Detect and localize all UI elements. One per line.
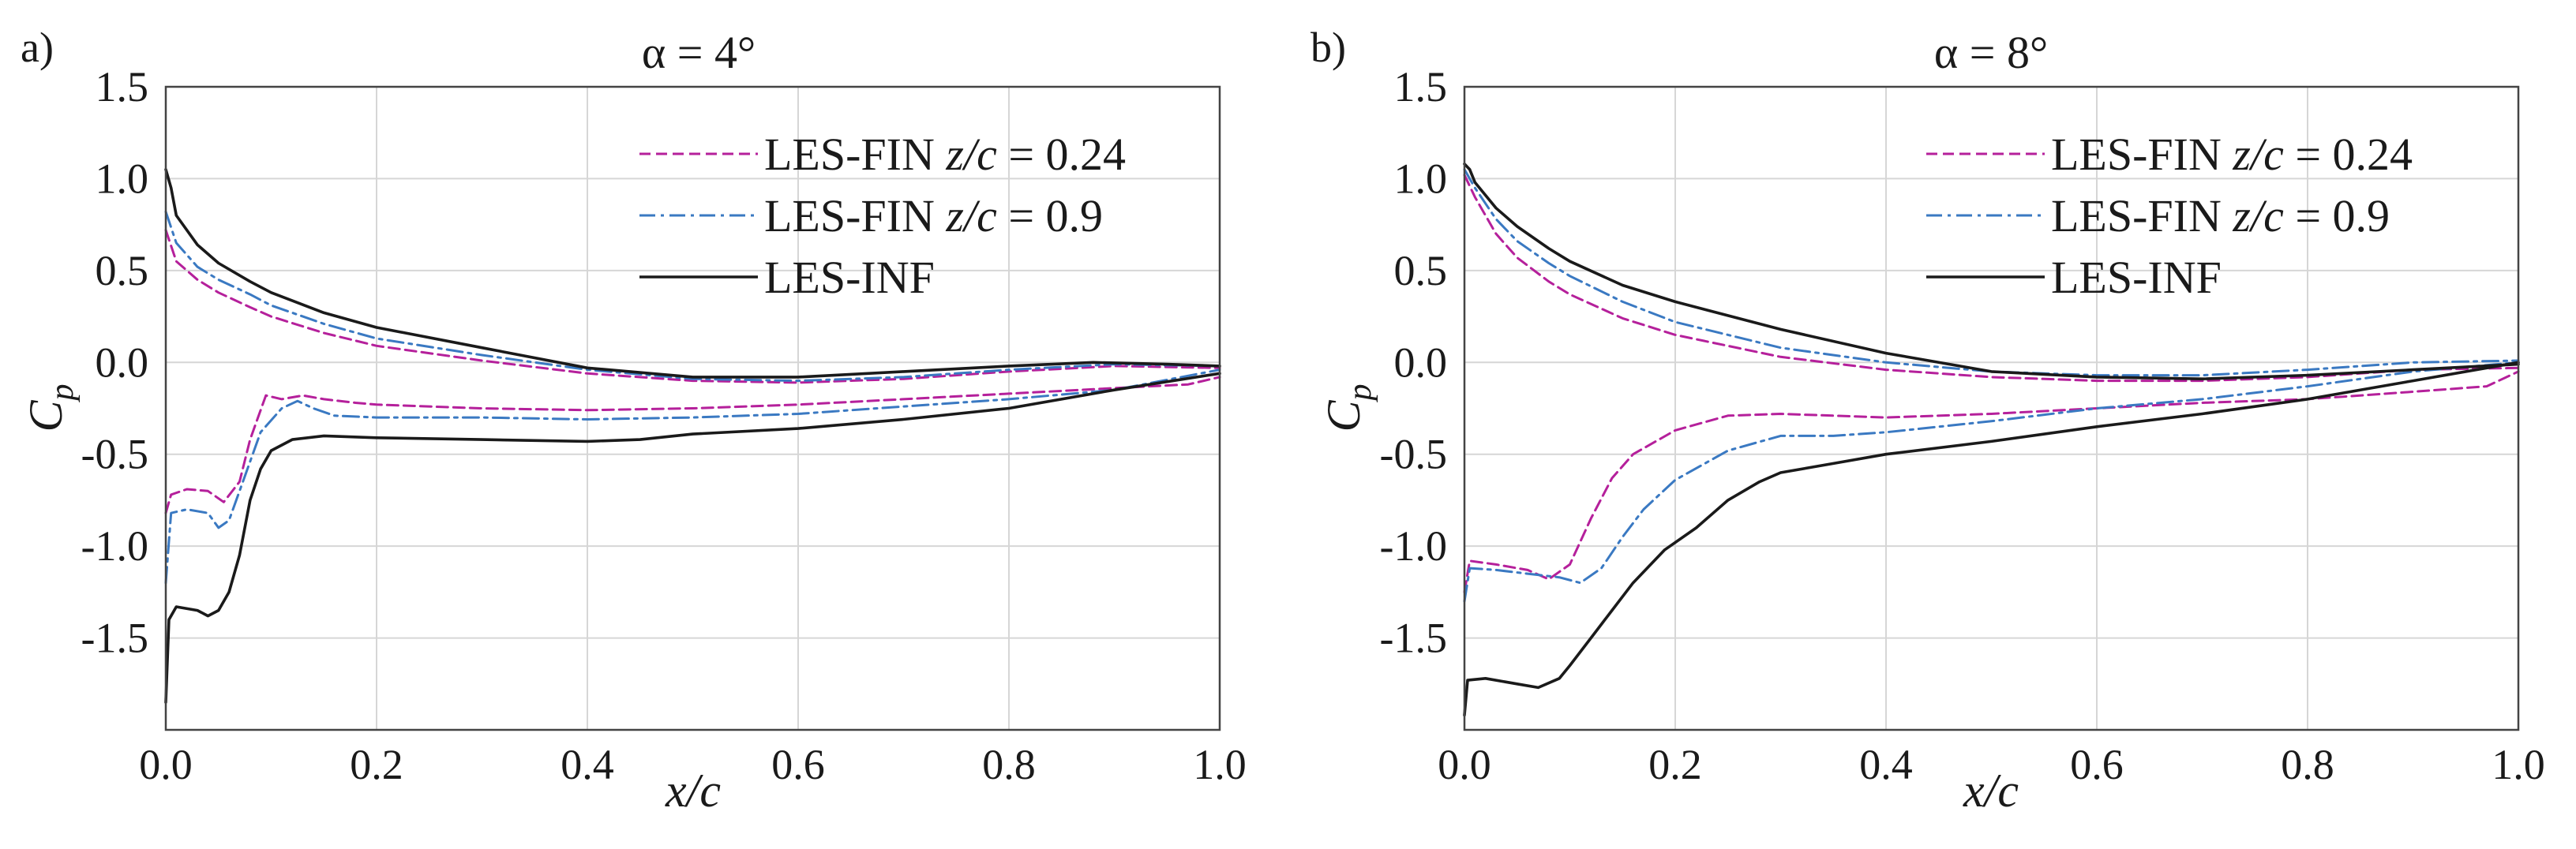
- chart-title: α = 8°: [1934, 27, 2048, 78]
- legend-label: LES-FIN z/c = 0.24: [2051, 129, 2413, 180]
- y-tick-label: 1.0: [1394, 155, 1448, 202]
- legend-label: LES-INF: [764, 252, 935, 303]
- legend-label: LES-INF: [2051, 252, 2222, 303]
- x-tick-label: 0.2: [1648, 741, 1702, 788]
- x-tick-label: 0.4: [561, 741, 614, 788]
- y-tick-label: -0.5: [1380, 431, 1447, 478]
- legend-label-part: = 0.9: [997, 190, 1103, 241]
- legend-label-part: LES-FIN: [2051, 129, 2233, 180]
- legend-label-part: LES-FIN: [764, 129, 946, 180]
- x-tick-label: 0.8: [982, 741, 1036, 788]
- panel-label: b): [1310, 24, 1346, 71]
- y-tick-label: 0.5: [96, 247, 149, 294]
- legend-label-part: z/c: [945, 129, 997, 180]
- legend-label-part: = 0.24: [997, 129, 1126, 180]
- y-axis-ticks: 1.5 1.0 0.5 0.0 -0.5 -1.0 -1.5: [81, 63, 148, 662]
- legend-label-part: LES-INF: [764, 252, 935, 303]
- x-tick-label: 1.0: [1193, 741, 1247, 788]
- series-line: [1463, 163, 2520, 380]
- y-axis-label-sub: p: [1342, 383, 1378, 402]
- legend-label: LES-FIN z/c = 0.9: [2051, 190, 2390, 241]
- y-tick-label: 0.0: [1394, 338, 1448, 386]
- y-axis-label-sub: p: [44, 383, 81, 402]
- legend-label-part: z/c: [2232, 129, 2284, 180]
- panel-label: a): [21, 24, 54, 71]
- series-line: [1463, 168, 2520, 377]
- x-axis-label: x/c: [665, 765, 721, 817]
- series-line: [164, 229, 1221, 384]
- series-line: [164, 168, 1221, 379]
- legend-label-part: = 0.9: [2284, 190, 2390, 241]
- legend-label-part: LES-FIN: [2051, 190, 2233, 241]
- series-line: [164, 368, 1221, 585]
- y-tick-label: 0.0: [96, 338, 149, 386]
- plot-area: [164, 168, 1221, 704]
- series-line: [164, 376, 1221, 514]
- y-axis-label: Cp: [20, 383, 81, 432]
- legend-label: LES-FIN z/c = 0.9: [764, 190, 1103, 241]
- chart-title: α = 4°: [642, 27, 756, 78]
- plot-frame: [1463, 85, 2520, 731]
- x-tick-label: 0.8: [2281, 741, 2334, 788]
- legend-label-part: z/c: [2232, 190, 2284, 241]
- y-axis-ticks: 1.5 1.0 0.5 0.0 -0.5 -1.0 -1.5: [1380, 63, 1447, 662]
- series-line: [1463, 361, 2520, 717]
- legend-label: LES-FIN z/c = 0.24: [764, 129, 1126, 180]
- legend-label-part: LES-INF: [2051, 252, 2222, 303]
- x-axis-label: x/c: [1963, 765, 2019, 817]
- series-line: [1463, 361, 2520, 603]
- x-tick-label: 1.0: [2492, 741, 2545, 788]
- legend-label-part: LES-FIN: [764, 190, 946, 241]
- legend-label-part: = 0.24: [2284, 129, 2413, 180]
- y-axis-label-main: C: [1318, 400, 1370, 432]
- y-tick-label: -1.0: [1380, 522, 1447, 570]
- series-line: [164, 210, 1221, 383]
- x-axis-ticks: 0.0 0.2 0.4 0.6 0.8 1.0: [1438, 741, 2545, 788]
- y-tick-label: -1.5: [1380, 615, 1447, 662]
- x-tick-label: 0.6: [2070, 741, 2124, 788]
- x-tick-label: 0.6: [771, 741, 825, 788]
- y-axis-label: Cp: [1318, 383, 1378, 432]
- series-line: [1463, 370, 2520, 593]
- chart-panel-a: a) α = 4° 0.0 0.2 0.4 0.6 0.8 1.0 1.5 1.0 0.5 0.…: [20, 24, 1247, 817]
- y-tick-label: 1.5: [1394, 63, 1448, 110]
- x-tick-label: 0.0: [139, 741, 193, 788]
- x-axis-ticks: 0.0 0.2 0.4 0.6 0.8 1.0: [139, 741, 1247, 788]
- x-tick-label: 0.0: [1438, 741, 1491, 788]
- chart-panel-b: b) α = 8° 0.0 0.2 0.4 0.6 0.8 1.0 1.5 1.0 0.5 0.…: [1310, 24, 2545, 817]
- plot-frame: [164, 85, 1221, 731]
- x-tick-label: 0.2: [350, 741, 403, 788]
- y-tick-label: -0.5: [81, 431, 148, 478]
- y-tick-label: -1.0: [81, 522, 148, 570]
- y-tick-label: -1.5: [81, 615, 148, 662]
- y-axis-label-main: C: [20, 400, 72, 432]
- y-tick-label: 1.0: [96, 155, 149, 202]
- y-tick-label: 1.5: [96, 63, 149, 110]
- legend-label-part: z/c: [945, 190, 997, 241]
- series-line: [1463, 174, 2520, 383]
- y-tick-label: 0.5: [1394, 247, 1448, 294]
- series-line: [164, 372, 1221, 704]
- plot-area: [1463, 163, 2520, 717]
- x-tick-label: 0.4: [1859, 741, 1913, 788]
